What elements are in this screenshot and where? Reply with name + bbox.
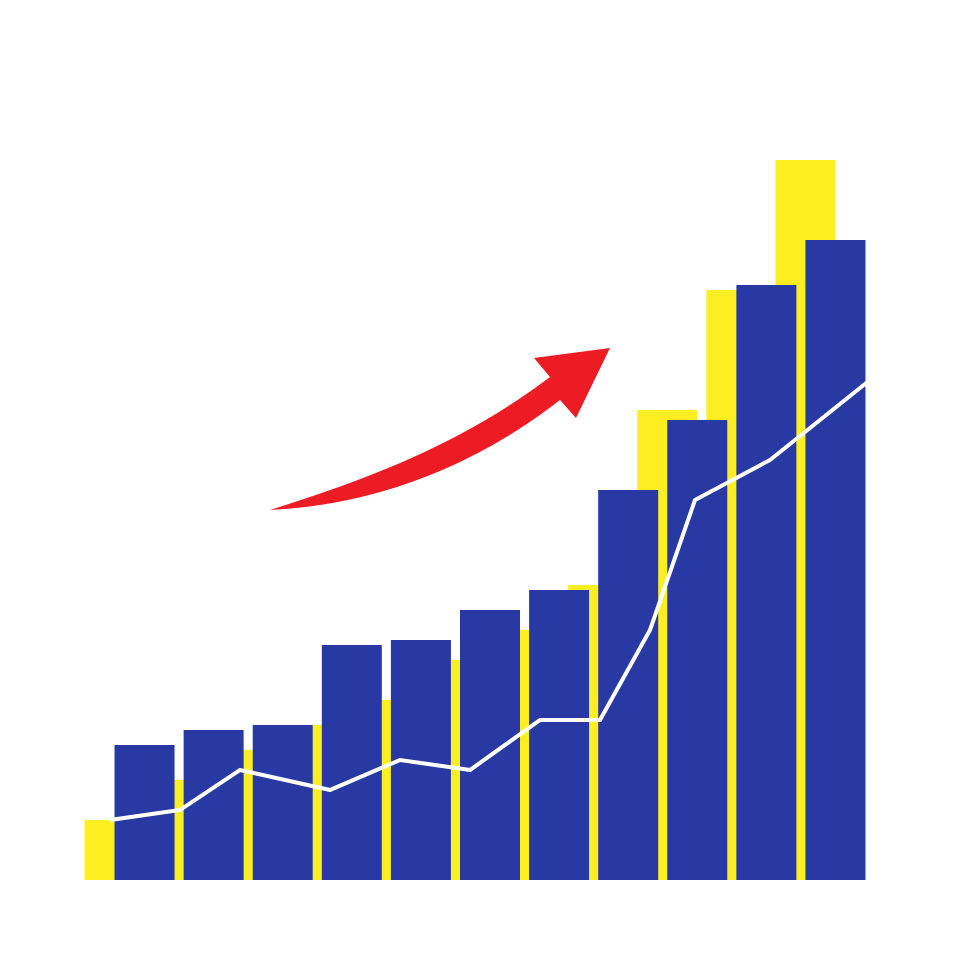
blue-bar	[598, 490, 658, 880]
blue-bar	[805, 240, 865, 880]
blue-bar	[322, 645, 382, 880]
blue-bar	[529, 590, 589, 880]
chart-canvas	[0, 0, 980, 980]
blue-bar	[460, 610, 520, 880]
blue-bar	[184, 730, 244, 880]
blue-bar	[736, 285, 796, 880]
growth-bar-chart	[0, 0, 980, 980]
blue-bar	[253, 725, 313, 880]
